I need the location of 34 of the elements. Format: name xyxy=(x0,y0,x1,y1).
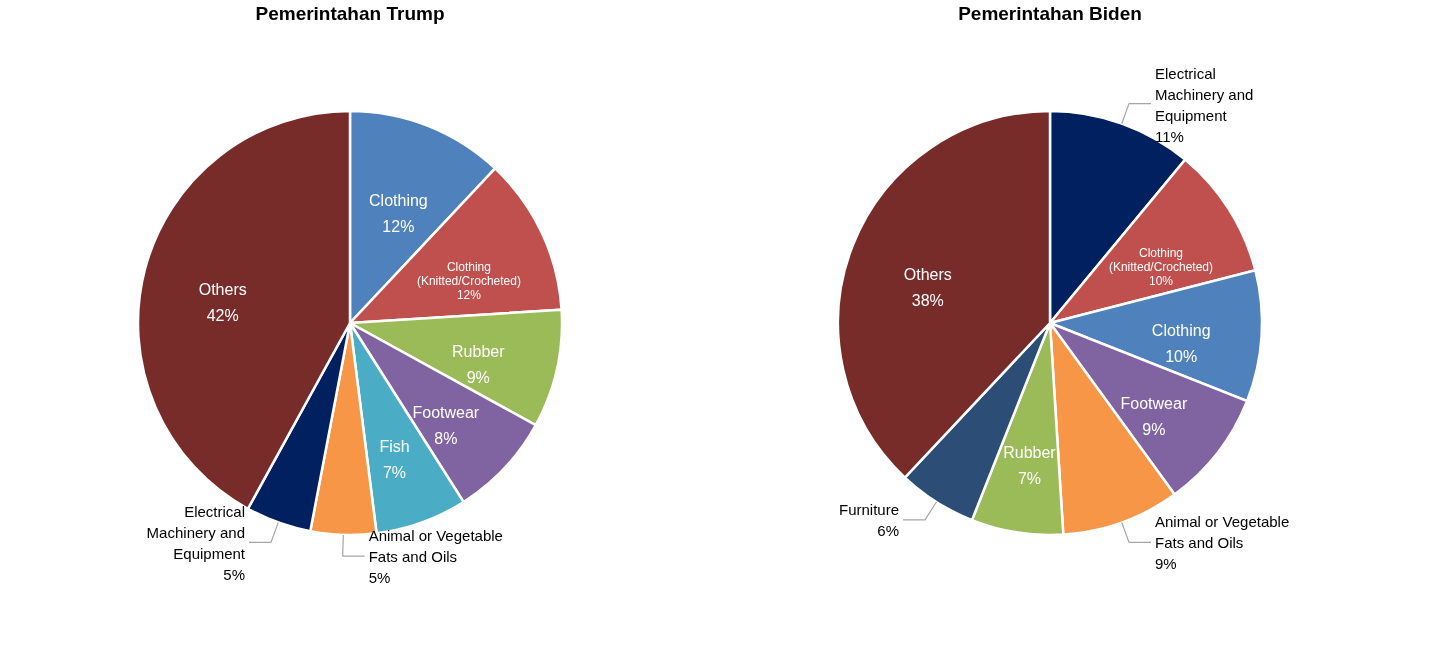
chart-title: Pemerintahan Trump xyxy=(255,3,445,24)
data-label: 12% xyxy=(456,288,482,303)
data-label: 7% xyxy=(1017,469,1041,487)
data-label: 6% xyxy=(877,521,900,539)
slice-label: Fish xyxy=(379,437,410,455)
slice-label: Others xyxy=(903,265,952,283)
data-label: 42% xyxy=(206,307,239,325)
slice-label: Clothing xyxy=(1151,322,1211,340)
data-label: 11% xyxy=(1154,127,1184,145)
slice-label: Clothing (Knitted/Crocheted) xyxy=(1108,245,1214,274)
data-label: 10% xyxy=(1148,273,1174,288)
data-label: 9% xyxy=(1142,420,1166,438)
data-label: 10% xyxy=(1165,348,1198,366)
slice-label: Others xyxy=(198,281,247,299)
slice-label: Rubber xyxy=(452,342,506,360)
slice-label: Electrical Machinery and Equipment xyxy=(1154,64,1254,124)
slice-label: Furniture xyxy=(839,500,900,518)
slice-label: Clothing (Knitted/Crocheted) xyxy=(416,260,521,289)
chart-title: Pemerintahan Biden xyxy=(958,3,1142,24)
data-label: 9% xyxy=(466,368,490,386)
data-label: 5% xyxy=(368,569,391,587)
data-label: 12% xyxy=(382,217,415,235)
slice-label: Footwear xyxy=(412,403,480,421)
data-label: 5% xyxy=(223,566,246,584)
data-label: 8% xyxy=(434,429,458,447)
slice-label: Footwear xyxy=(1120,394,1188,412)
slice-label: Rubber xyxy=(1003,443,1057,461)
slice-label: Electrical Machinery and Equipment xyxy=(146,503,246,563)
data-label: 7% xyxy=(382,463,407,481)
slice-label: Animal or Vegetable Fats and Oils xyxy=(1154,513,1290,552)
slice-label: Animal or Vegetable Fats and Oils xyxy=(368,527,503,566)
slice-label: Clothing xyxy=(369,191,428,209)
data-label: 38% xyxy=(911,291,944,309)
data-label: 9% xyxy=(1154,555,1177,573)
